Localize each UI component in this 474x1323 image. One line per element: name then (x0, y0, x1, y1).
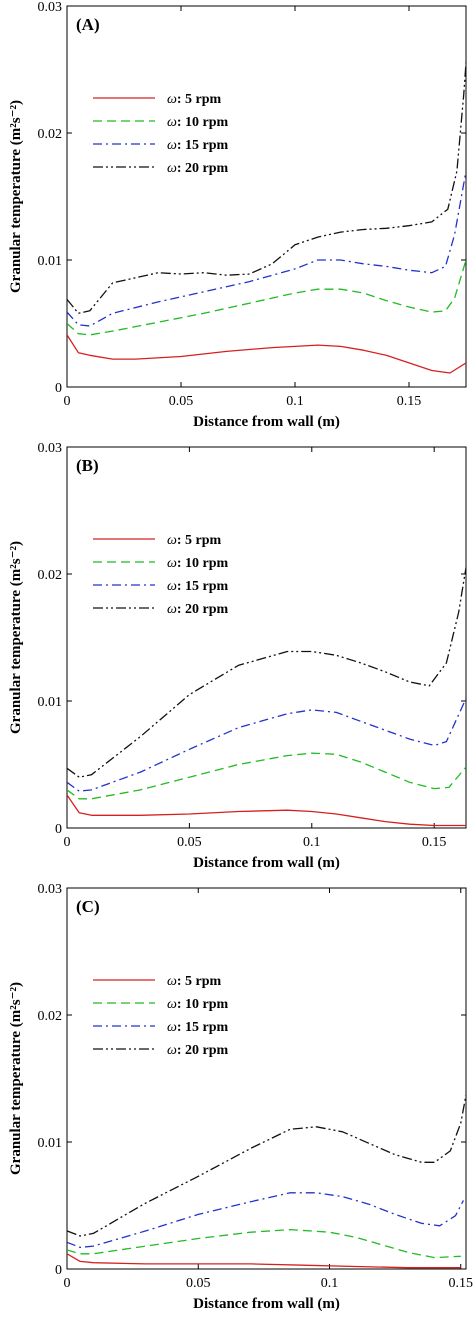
series-line-2 (67, 752, 466, 800)
series-line-3 (67, 170, 466, 327)
x-tick-label: 0 (64, 835, 71, 850)
chart-panel-1: 0 0.05 0.1 0.15 0 0.01 0.02 0.03 Distance from w… (8, 0, 467, 430)
y-tick-label: 0.03 (38, 882, 63, 897)
y-tick-label: 0.02 (38, 127, 63, 142)
legend-symbol: ω (167, 533, 177, 548)
chart-panel-2: 0 0.05 0.1 0.15 0 0.01 0.02 0.03 Distance from w… (8, 441, 467, 871)
legend-label-1: ω: 5 rpm (167, 533, 222, 548)
y-tick-label: 0.01 (38, 254, 63, 269)
x-tick-label: 0 (64, 394, 71, 409)
legend-text: : 20 rpm (177, 1043, 229, 1058)
legend-symbol: ω (167, 556, 177, 571)
legend-symbol: ω (167, 115, 177, 130)
legend-label-1: ω: 5 rpm (167, 92, 222, 107)
legend-label-2: ω: 10 rpm (167, 997, 229, 1012)
legend-symbol: ω (167, 602, 177, 617)
series-line-4 (67, 1094, 466, 1237)
plot-frame (66, 5, 467, 388)
x-tick-label: 0 (64, 1276, 71, 1291)
legend-label-4: ω: 20 rpm (167, 1043, 229, 1058)
series-line-3 (67, 698, 466, 792)
legend-symbol: ω (167, 997, 177, 1012)
x-tick-label: 0.1 (286, 394, 304, 409)
y-axis-title: Granular temperature (m²s⁻²) (8, 982, 24, 1175)
legend-text: : 15 rpm (177, 138, 229, 153)
y-tick-label: 0.03 (38, 441, 63, 456)
legend-symbol: ω (167, 1043, 177, 1058)
series-line-2 (67, 1228, 461, 1259)
y-tick-label: 0 (55, 381, 62, 396)
series-line-2 (67, 259, 466, 336)
y-tick-label: 0.03 (38, 0, 63, 15)
legend-text: : 10 rpm (177, 556, 229, 571)
series-line-1 (67, 334, 466, 374)
legend-label-3: ω: 15 rpm (167, 579, 229, 594)
legend-symbol: ω (167, 92, 177, 107)
legend-label-2: ω: 10 rpm (167, 556, 229, 571)
series-line-4 (67, 567, 466, 778)
plot-frame (66, 446, 467, 829)
legend-label-3: ω: 15 rpm (167, 138, 229, 153)
legend-label-3: ω: 15 rpm (167, 1020, 229, 1035)
x-tick-label: 0.1 (321, 1276, 339, 1291)
series-lines (67, 1094, 466, 1269)
legend-text: : 20 rpm (177, 602, 229, 617)
y-tick-label: 0.02 (38, 568, 63, 583)
x-axis-title: Distance from wall (m) (193, 855, 340, 871)
y-tick-label: 0.02 (38, 1009, 63, 1024)
legend-text: : 5 rpm (177, 92, 222, 107)
panel-label: (C) (76, 897, 100, 916)
x-axis-title: Distance from wall (m) (193, 414, 340, 430)
legend-label-2: ω: 10 rpm (167, 115, 229, 130)
legend-text: : 5 rpm (177, 974, 222, 989)
legend-symbol: ω (167, 974, 177, 989)
legend-symbol: ω (167, 1020, 177, 1035)
series-line-1 (67, 1253, 461, 1269)
series-lines (67, 567, 466, 827)
legend-label-4: ω: 20 rpm (167, 602, 229, 617)
y-tick-label: 0 (55, 1263, 62, 1278)
legend-text: : 20 rpm (177, 161, 229, 176)
panel-label: (B) (76, 456, 99, 475)
legend-symbol: ω (167, 161, 177, 176)
series-line-3 (67, 1192, 464, 1249)
series-line-4 (67, 54, 466, 314)
x-tick-label: 0.15 (422, 835, 447, 850)
series-line-1 (67, 794, 466, 827)
y-tick-label: 0.01 (38, 1136, 63, 1151)
legend-label-4: ω: 20 rpm (167, 161, 229, 176)
legend-text: : 5 rpm (177, 533, 222, 548)
x-tick-label: 0.05 (186, 1276, 211, 1291)
legend-symbol: ω (167, 579, 177, 594)
panel-label: (A) (76, 15, 100, 34)
x-tick-label: 0.15 (449, 1276, 474, 1291)
series-lines (67, 54, 466, 374)
y-axis-title: Granular temperature (m²s⁻²) (8, 100, 24, 293)
y-tick-label: 0 (55, 822, 62, 837)
chart-panel-3: 0 0.05 0.1 0.15 0 0.01 0.02 0.03 Distance from w… (8, 882, 473, 1312)
legend-label-1: ω: 5 rpm (167, 974, 222, 989)
x-tick-label: 0.1 (303, 835, 321, 850)
x-tick-label: 0.05 (177, 835, 202, 850)
legend-text: : 15 rpm (177, 1020, 229, 1035)
x-axis-title: Distance from wall (m) (193, 1296, 340, 1312)
x-tick-label: 0.05 (169, 394, 194, 409)
y-axis-title: Granular temperature (m²s⁻²) (8, 541, 24, 734)
plot-frame (66, 887, 467, 1270)
legend-text: : 15 rpm (177, 579, 229, 594)
y-tick-label: 0.01 (38, 695, 63, 710)
legend-symbol: ω (167, 138, 177, 153)
legend-text: : 10 rpm (177, 115, 229, 130)
x-tick-label: 0.15 (397, 394, 422, 409)
legend-text: : 10 rpm (177, 997, 229, 1012)
